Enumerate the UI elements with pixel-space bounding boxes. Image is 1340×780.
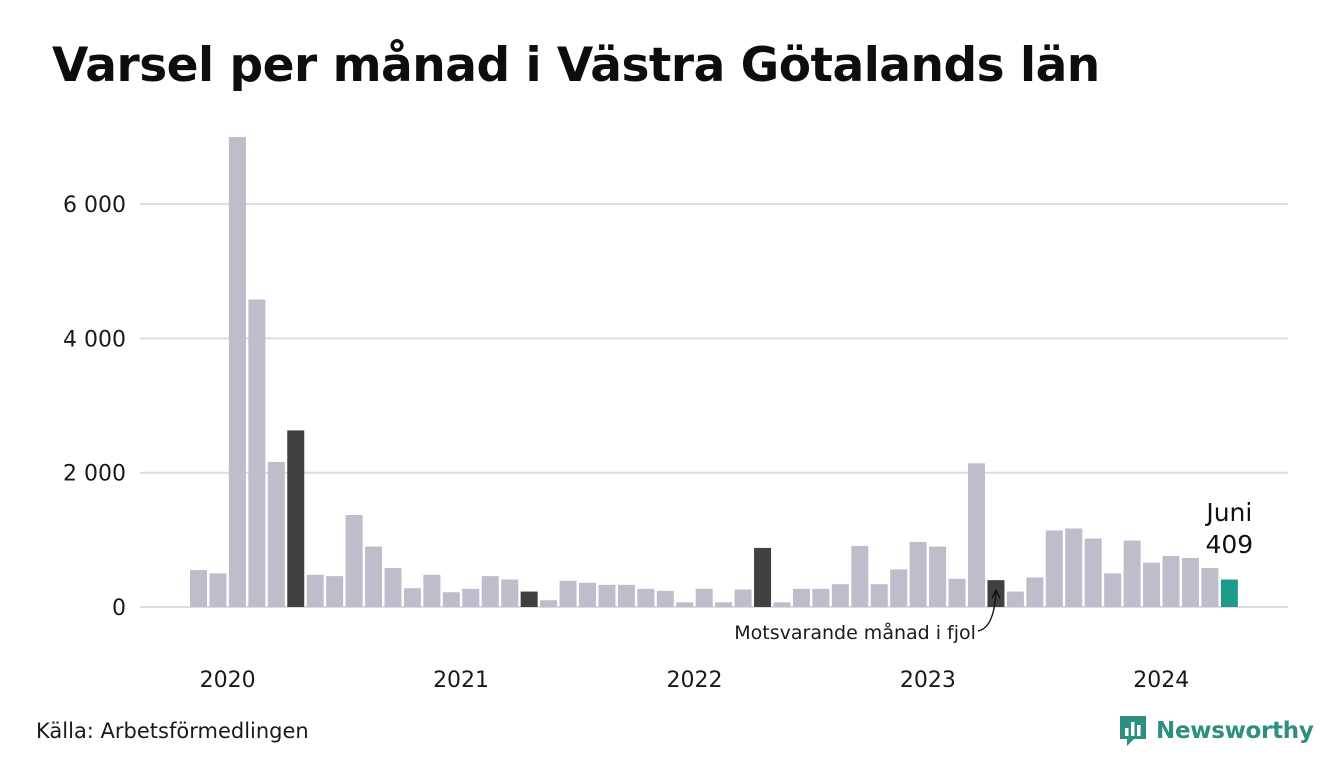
bar — [248, 299, 266, 607]
bar-same-month — [520, 591, 538, 607]
bar — [501, 579, 519, 607]
bar — [306, 574, 324, 607]
bar — [462, 588, 480, 607]
bar-highlight — [1220, 579, 1238, 607]
bar — [637, 588, 655, 607]
bar — [481, 576, 499, 607]
x-tick-label: 2023 — [900, 668, 956, 693]
bar — [1006, 591, 1024, 607]
bar — [695, 588, 713, 607]
x-tick-label: 2020 — [200, 668, 256, 693]
bar — [1162, 555, 1180, 607]
x-tick-label: 2024 — [1133, 668, 1189, 693]
bars — [190, 137, 1238, 607]
bar — [267, 461, 285, 607]
bar — [851, 545, 869, 607]
y-axis-ticks: 0 2 000 4 000 6 000 — [63, 193, 126, 621]
bar — [948, 578, 966, 607]
bar — [617, 584, 635, 607]
bar — [968, 463, 985, 607]
grid-lines — [140, 203, 1288, 608]
bar — [559, 580, 577, 607]
bar — [1123, 540, 1141, 607]
bar — [1181, 557, 1199, 607]
bar — [1143, 562, 1161, 607]
highlight-month-label: Juni — [1204, 498, 1252, 527]
annotation-arrow — [977, 592, 997, 632]
bar — [228, 137, 246, 607]
bar-same-month — [754, 547, 772, 607]
bar — [773, 602, 791, 607]
y-tick-label: 6 000 — [63, 193, 126, 218]
brand-logo: Newsworthy — [1118, 714, 1314, 748]
same-month-note: Motsvarande månad i fjol — [734, 621, 976, 644]
bar — [579, 582, 596, 607]
annotations: Juni 409 Motsvarande månad i fjol — [734, 498, 1253, 644]
bar — [929, 546, 947, 607]
bar — [326, 576, 344, 607]
bar-chart: 0 2 000 4 000 6 000 2020 2021 2022 2023 2024 Ju… — [63, 137, 1288, 693]
bar — [1104, 573, 1122, 607]
bar — [1045, 530, 1063, 607]
y-tick-label: 4 000 — [63, 327, 126, 352]
page-title: Varsel per månad i Västra Götalands län — [52, 38, 1100, 93]
bar — [598, 584, 616, 607]
bar — [1026, 577, 1044, 607]
bar — [831, 584, 849, 607]
bar — [442, 592, 460, 607]
brand-name: Newsworthy — [1156, 718, 1314, 744]
bar-chart-speech-bubble-icon — [1120, 716, 1146, 746]
y-tick-label: 0 — [112, 596, 126, 621]
bar — [365, 546, 383, 607]
bar — [345, 515, 363, 607]
bar — [1084, 538, 1102, 607]
bar — [403, 588, 421, 607]
bar — [384, 568, 402, 607]
bar — [1201, 568, 1219, 607]
annotation-arrowhead — [991, 588, 1001, 599]
bar — [423, 574, 441, 607]
bar — [812, 588, 830, 607]
bar — [190, 570, 207, 607]
bar — [909, 541, 927, 607]
bar-same-month — [287, 430, 305, 607]
bar — [1065, 528, 1083, 607]
source-note: Källa: Arbetsförmedlingen — [36, 719, 309, 743]
bar — [792, 588, 810, 607]
bar — [870, 584, 888, 607]
x-tick-label: 2021 — [433, 668, 489, 693]
bar — [209, 573, 227, 607]
x-axis-ticks: 2020 2021 2022 2023 2024 — [200, 668, 1190, 693]
highlight-value-label: 409 — [1205, 530, 1253, 559]
bar — [715, 602, 733, 607]
x-tick-label: 2022 — [666, 668, 722, 693]
bar — [676, 602, 694, 607]
y-tick-label: 2 000 — [63, 462, 126, 487]
bar — [890, 569, 908, 607]
bar — [656, 590, 674, 607]
bar — [734, 589, 752, 607]
bar — [540, 600, 558, 607]
